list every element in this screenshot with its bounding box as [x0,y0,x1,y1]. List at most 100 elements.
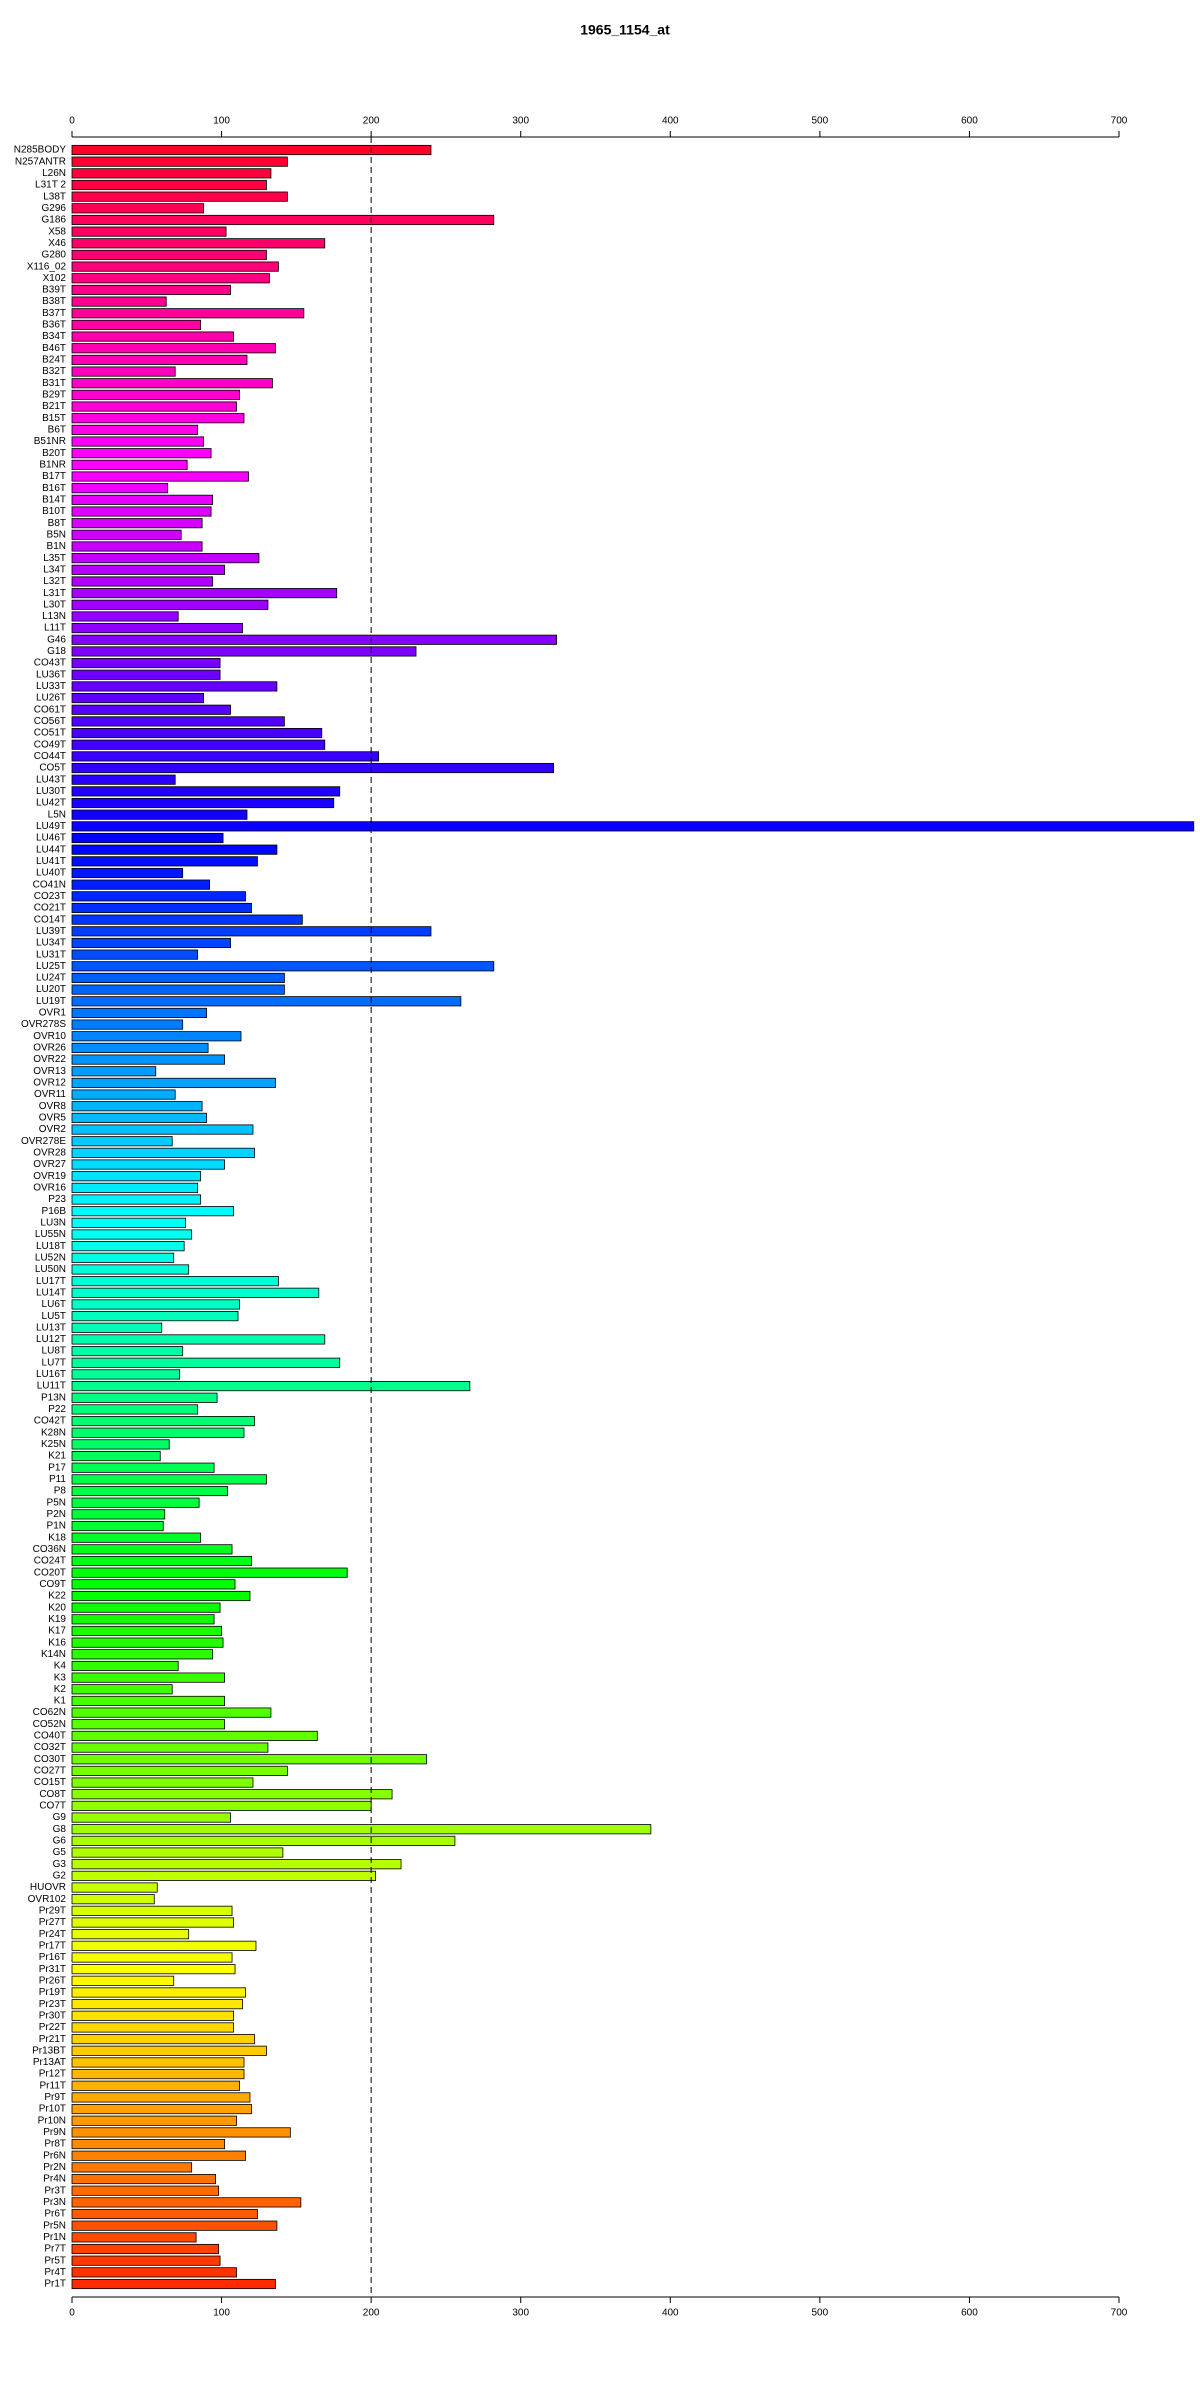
bar [71,518,203,529]
bar [71,1649,213,1660]
y-tick-label: K16 [48,1637,66,1648]
bar [71,774,176,785]
bar [71,576,213,587]
bar [71,1812,231,1823]
y-tick-label: L26N [42,168,66,179]
y-tick-label: B39T [42,285,66,296]
bar [71,2255,221,2266]
y-tick-label: LU5T [42,1311,66,1322]
bar [71,611,179,622]
bar [71,2057,245,2068]
bar [71,646,417,657]
bar [71,1264,190,1275]
y-tick-label: L13N [42,611,66,622]
bar [71,1322,163,1333]
bar [71,179,267,191]
bar [71,308,305,319]
bar [71,1392,218,1403]
y-tick-label: LU12T [36,1334,66,1345]
bar [71,168,272,179]
bar [71,2034,255,2045]
bar [71,1462,215,1473]
bar [71,319,202,330]
bar [71,1042,209,1053]
bar [71,1532,202,1543]
y-tick-label: G5 [53,1847,67,1858]
bar [71,1882,158,1893]
bar [71,2267,237,2278]
bar [71,1719,225,1730]
bar [71,1112,208,1123]
bar [71,1276,279,1287]
x-tick-label: 600 [961,116,978,127]
y-tick-label: CO61T [34,704,66,715]
y-tick-label: Pr10T [39,2104,66,2115]
y-tick-label: Pr21T [39,2034,66,2045]
bar [71,564,225,575]
y-tick-label: Pr4T [44,2267,66,2278]
bar [71,203,205,214]
bar [71,214,495,226]
y-tick-label: CO27T [34,1766,66,1777]
y-tick-label: L32T [43,576,66,587]
bar [71,413,245,424]
y-tick-label: Pr19T [39,1987,66,1998]
y-tick-label: Pr9T [44,2092,66,2103]
y-tick-label: CO7T [39,1801,66,1812]
bar [71,1520,164,1532]
y-tick-label: LU34T [36,938,66,949]
bar [71,2185,219,2196]
bar [71,937,231,949]
bar [71,1765,288,1776]
chart-title: 1965_1154_at [580,22,670,38]
y-tick-label: LU31T [36,949,66,960]
bar [71,1905,233,1916]
y-tick-label: Pr1N [43,2232,66,2243]
y-tick-label: K4 [54,1661,67,1672]
y-tick-label: G3 [53,1859,67,1870]
bar [71,1987,246,1998]
x-tick-label: 400 [662,2308,679,2319]
bar [71,1789,393,1800]
y-tick-label: OVR10 [33,1031,66,1042]
y-tick-label: X46 [48,238,66,249]
bar [71,1894,155,1905]
bar [71,1007,208,1018]
bar [71,1357,341,1368]
y-tick-label: CO15T [34,1777,66,1788]
y-tick-label: B31T [42,378,66,389]
y-tick-label: OVR19 [33,1171,66,1182]
bar [71,296,167,307]
bar [71,1404,199,1415]
y-tick-label: Pr23T [39,1999,66,2010]
bar [71,1182,199,1193]
bar [71,284,231,295]
y-tick-label: LU41T [36,856,66,867]
y-tick-label: LU26T [36,693,66,704]
x-tick-label: 200 [363,2308,380,2319]
y-tick-label: CO42T [34,1416,66,1427]
y-tick-label: LU46T [36,833,66,844]
x-tick-label: 500 [812,116,829,127]
y-tick-label: LU19T [36,996,66,1007]
y-tick-label: K14N [41,1649,66,1660]
x-tick-label: 500 [812,2308,829,2319]
bar [71,693,205,704]
bar [71,1439,170,1450]
bar [71,1206,234,1217]
bar [71,1800,372,1811]
bar [71,144,432,156]
y-tick-label: LU30T [36,786,66,797]
bar [71,1660,179,1672]
y-tick-label: CO20T [34,1567,66,1578]
y-tick-label: K22 [48,1591,66,1602]
bar [71,1824,652,1835]
y-tick-label: P11 [49,1474,66,1485]
bar [71,156,288,167]
bar [71,1579,236,1590]
y-tick-label: LU49T [36,821,66,832]
y-tick-label: Pr3T [44,2185,66,2196]
y-tick-label: LU3N [40,1217,66,1228]
bar [71,704,231,715]
y-tick-label: CO9T [39,1579,66,1590]
